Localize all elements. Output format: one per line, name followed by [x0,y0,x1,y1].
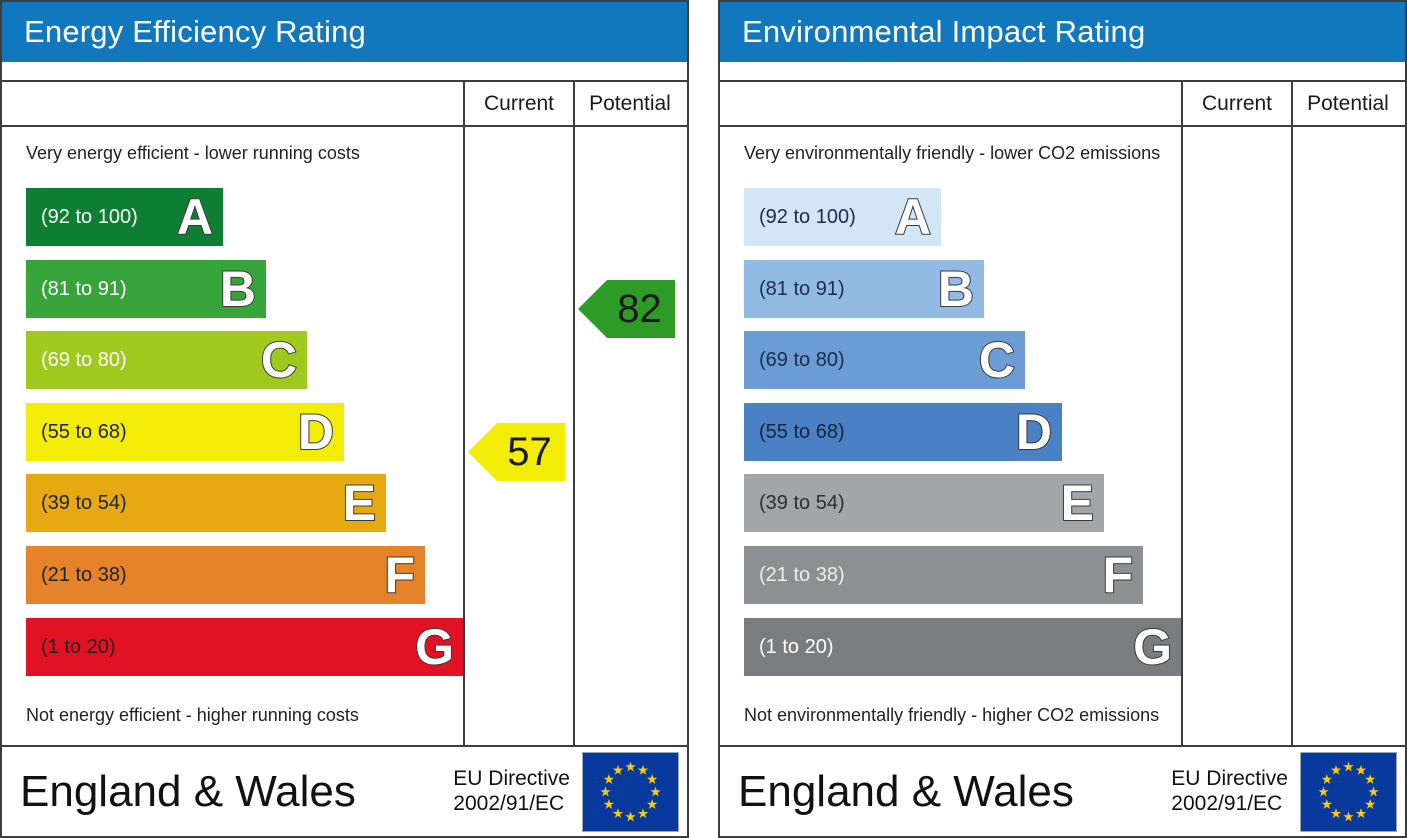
potential-column-divider [573,82,575,745]
band-g: (1 to 20) G [744,618,1182,676]
band-letter: E [1060,475,1095,531]
band-b: (81 to 91) B [744,260,984,318]
panel-footer: England & Wales EU Directive 2002/91/EC [2,745,687,836]
band-g: (1 to 20) G [26,618,464,676]
band-e: (39 to 54) E [744,474,1104,532]
band-range: (69 to 80) [759,348,845,371]
band-d: (55 to 68) D [26,403,344,461]
current-column-header: Current [1201,91,1273,115]
band-letter: G [1132,619,1173,675]
band-letter: E [342,475,377,531]
eu-flag-icon [1300,751,1397,832]
top-scale-note: Very environmentally friendly - lower CO… [744,143,1161,163]
rating-table: Current Potential Very energy efficient … [2,80,687,745]
current-rating-arrow: 57 [468,423,565,481]
band-letter: D [1015,404,1053,460]
band-letter: B [219,261,257,317]
band-range: (21 to 38) [41,563,127,586]
band-range: (81 to 91) [759,277,845,300]
header-gap [2,62,687,80]
potential-column-header: Potential [589,91,671,115]
band-letter: C [260,332,298,388]
band-b: (81 to 91) B [26,260,266,318]
band-range: (39 to 54) [759,491,845,514]
eu-directive-line2: 2002/91/EC [1171,791,1283,815]
potential-column-divider [1291,82,1293,745]
eu-directive-label: EU Directive 2002/91/EC [1171,767,1288,815]
band-a: (92 to 100) A [26,188,223,246]
current-rating-value: 57 [507,429,552,474]
band-letter: F [383,547,416,603]
potential-column-header: Potential [1307,91,1389,115]
band-range: (55 to 68) [759,420,845,443]
panel-title: Energy Efficiency Rating [24,14,366,49]
panel-title: Environmental Impact Rating [742,14,1146,49]
band-letter: C [978,332,1016,388]
region-label: England & Wales [738,766,1074,816]
band-c: (69 to 80) C [744,331,1025,389]
panel-title-bar: Energy Efficiency Rating [2,2,687,62]
top-scale-note: Very energy efficient - lower running co… [26,143,360,163]
band-range: (92 to 100) [41,205,138,228]
band-letter: A [176,189,214,245]
band-f: (21 to 38) F [744,546,1143,604]
environmental-impact-panel: Environmental Impact Rating Current Pote… [718,0,1407,838]
band-range: (92 to 100) [759,205,856,228]
band-range: (21 to 38) [759,563,845,586]
panel-title-bar: Environmental Impact Rating [720,2,1405,62]
band-letter: G [414,619,455,675]
current-column-divider [1181,82,1183,745]
band-d: (55 to 68) D [744,403,1062,461]
eu-directive-label: EU Directive 2002/91/EC [453,767,570,815]
energy-efficiency-panel: Energy Efficiency Rating Current Potenti… [0,0,689,838]
potential-rating-arrow: 82 [578,280,675,338]
bottom-scale-note: Not environmentally friendly - higher CO… [744,705,1160,725]
band-range: (55 to 68) [41,420,127,443]
table-header-row: Current Potential [2,82,687,127]
bottom-scale-note: Not energy efficient - higher running co… [26,705,359,725]
band-range: (1 to 20) [41,635,116,658]
band-f: (21 to 38) F [26,546,425,604]
band-range: (1 to 20) [759,635,834,658]
band-letter: F [1101,547,1134,603]
band-a: (92 to 100) A [744,188,941,246]
band-e: (39 to 54) E [26,474,386,532]
eu-directive-line1: EU Directive [453,767,570,791]
band-letter: D [297,404,335,460]
band-range: (81 to 91) [41,277,127,300]
potential-rating-value: 82 [617,286,662,331]
header-gap [720,62,1405,80]
region-label: England & Wales [20,766,356,816]
eu-flag-icon [582,751,679,832]
current-column-header: Current [483,91,555,115]
rating-scale-body: Very energy efficient - lower running co… [2,127,687,745]
band-letter: B [937,261,975,317]
band-range: (69 to 80) [41,348,127,371]
current-column-divider [463,82,465,745]
band-range: (39 to 54) [41,491,127,514]
rating-scale-body: Very environmentally friendly - lower CO… [720,127,1405,745]
band-letter: A [894,189,932,245]
eu-directive-line1: EU Directive [1171,767,1288,791]
eu-directive-line2: 2002/91/EC [453,791,565,815]
rating-table: Current Potential Very environmentally f… [720,80,1405,745]
table-header-row: Current Potential [720,82,1405,127]
band-c: (69 to 80) C [26,331,307,389]
panel-footer: England & Wales EU Directive 2002/91/EC [720,745,1405,836]
